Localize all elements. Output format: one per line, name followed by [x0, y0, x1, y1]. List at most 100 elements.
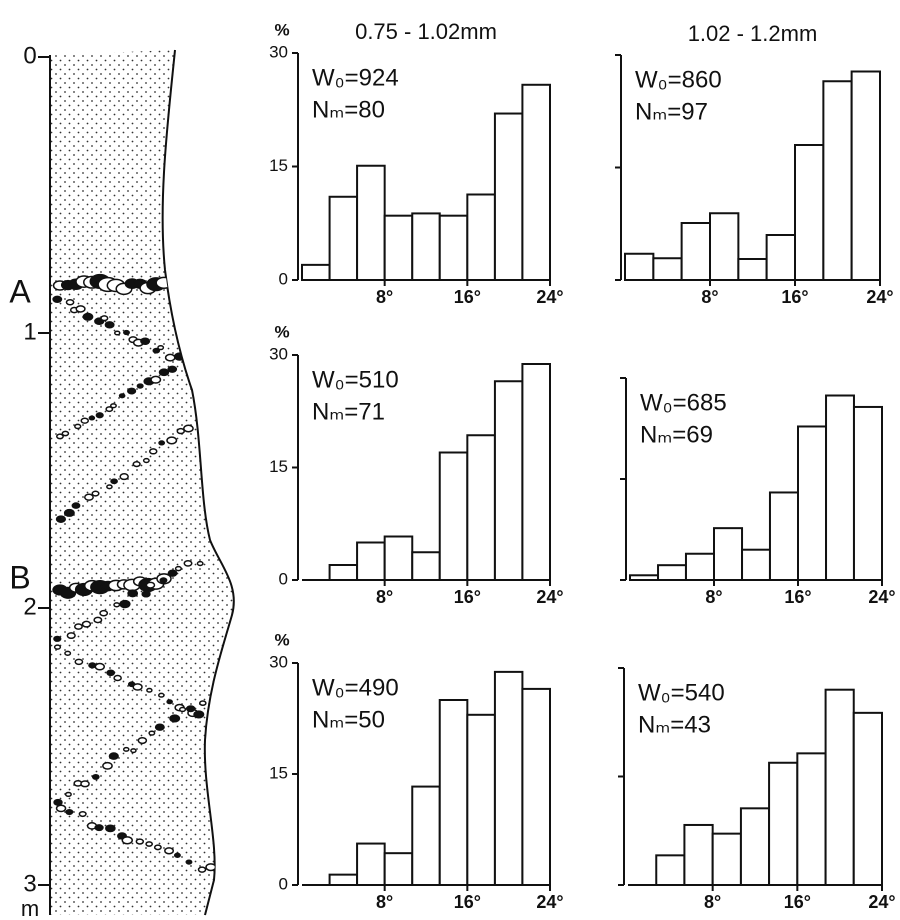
bar: [824, 688, 855, 887]
depth-label: 0: [23, 42, 36, 69]
depth-unit: m: [21, 896, 39, 920]
bar: [411, 785, 441, 887]
x-tick-label: 16°: [454, 892, 481, 912]
pebble: [155, 276, 173, 290]
pebble: [183, 560, 193, 567]
pebble: [159, 577, 168, 584]
pebble: [73, 623, 83, 630]
depth-label: 1: [23, 318, 36, 345]
pebble: [148, 448, 158, 455]
bar: [438, 451, 469, 581]
pebble: [166, 436, 178, 445]
pebble: [55, 804, 67, 813]
x-tick-label: 24°: [536, 287, 563, 307]
pebble: [154, 723, 165, 731]
x-tick-label: 16°: [454, 287, 481, 307]
pebble: [132, 683, 143, 691]
bar: [438, 214, 469, 281]
x-tick-label: 24°: [866, 287, 893, 307]
pebble: [118, 393, 126, 399]
pebble: [157, 344, 165, 351]
bar: [356, 842, 386, 886]
x-tick-label: 8°: [376, 892, 393, 912]
bar: [737, 258, 768, 281]
pebble: [158, 692, 165, 698]
y-axis-label: %: [274, 630, 289, 649]
pebble: [105, 406, 114, 413]
annotation: Nₘ=43: [638, 711, 711, 738]
pebble: [178, 706, 187, 713]
pebble: [82, 312, 94, 321]
bar: [411, 551, 441, 581]
pebble: [122, 746, 130, 752]
bar: [328, 564, 359, 581]
pebble: [174, 565, 182, 572]
pebble: [64, 791, 72, 798]
annotation: W₀=924: [312, 64, 399, 91]
pebble: [93, 616, 103, 624]
pebble: [104, 321, 115, 329]
pebble: [207, 716, 217, 723]
annotation: W₀=490: [312, 674, 399, 701]
bar: [411, 212, 441, 281]
pebble: [113, 330, 121, 336]
pebble: [123, 329, 130, 336]
y-tick-label: 15: [269, 763, 288, 782]
bar: [768, 491, 800, 582]
pebble: [185, 859, 193, 865]
pebble: [119, 473, 129, 481]
bar: [797, 425, 828, 582]
chart-title: 0.75 - 1.02mm: [355, 19, 497, 44]
pebble: [66, 632, 76, 640]
annotation: W₀=510: [312, 366, 399, 393]
x-tick-label: 8°: [701, 287, 718, 307]
pebble: [53, 635, 62, 642]
chart-title: 1.02 - 1.2mm: [688, 21, 818, 46]
annotation: W₀=540: [638, 679, 725, 706]
pebble: [148, 730, 156, 736]
pebble: [137, 736, 148, 745]
bar: [493, 670, 524, 886]
bar: [301, 263, 331, 282]
pebble: [164, 353, 176, 362]
annotation: W₀=685: [640, 389, 727, 416]
x-tick-label: 24°: [868, 587, 895, 607]
stratigraphic-column: 0 1 2 3 m A B: [9, 42, 235, 920]
pebble: [52, 295, 63, 303]
sediment-fill: [50, 50, 234, 915]
bar: [852, 711, 883, 887]
bar: [521, 363, 551, 581]
bar: [657, 564, 687, 581]
pebble: [65, 808, 74, 816]
bar: [683, 823, 714, 886]
x-tick-label: 24°: [536, 892, 563, 912]
y-tick-label: 30: [269, 344, 288, 363]
pebble: [61, 430, 70, 437]
pebble: [119, 599, 131, 609]
pebble: [78, 810, 87, 818]
pebble: [164, 847, 175, 855]
pebble: [108, 752, 119, 760]
pebble: [127, 589, 139, 598]
pebble: [173, 852, 181, 858]
pebble: [88, 415, 96, 421]
bar: [521, 687, 551, 887]
pebble: [80, 780, 90, 788]
bar: [466, 434, 496, 581]
x-tick-label: 8°: [704, 892, 721, 912]
pebble: [80, 417, 90, 424]
annotation: Nₘ=97: [635, 98, 708, 125]
bar: [493, 380, 524, 581]
pebble: [183, 424, 194, 433]
bar: [711, 832, 742, 886]
pebble: [99, 609, 109, 617]
pebble: [167, 365, 178, 373]
pebble: [53, 798, 63, 806]
y-tick-label: 0: [279, 269, 288, 288]
pebble: [198, 700, 207, 707]
pebble: [152, 347, 161, 354]
annotation: Nₘ=69: [640, 421, 713, 448]
x-tick-label: 24°: [868, 892, 895, 912]
pebble: [135, 838, 145, 845]
pebble: [65, 298, 75, 306]
